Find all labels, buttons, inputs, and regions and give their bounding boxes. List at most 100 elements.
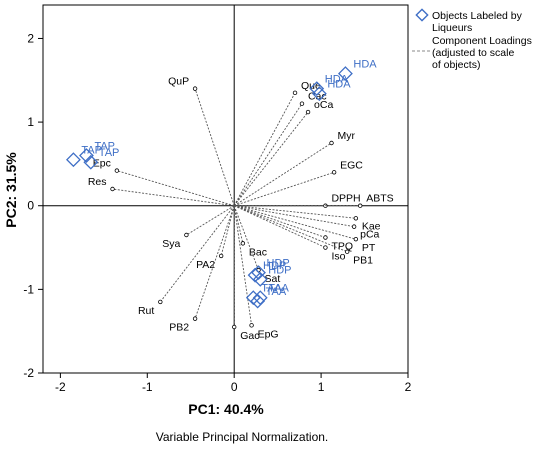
- object-marker-tap: [83, 154, 99, 170]
- loading-point-pa2: [218, 253, 224, 259]
- object-marker-hda: [309, 81, 325, 97]
- legend-loadings-label: Component Loadings (adjusted to scale of…: [432, 35, 535, 71]
- loading-vector-sat: [233, 205, 259, 271]
- loading-label-qup: QuP: [168, 76, 189, 88]
- object-marker-taa: [250, 293, 266, 309]
- loading-label-egc: EGC: [340, 159, 363, 171]
- loading-point-kae: [353, 216, 359, 221]
- loading-vector-oca: [233, 111, 309, 207]
- object-marker-hda: [311, 86, 327, 102]
- y-axis-title: PC2: 31.5%: [3, 152, 19, 228]
- loading-vector-sya: [186, 205, 235, 236]
- loading-point-pb1: [344, 249, 350, 254]
- loading-vector-epg: [233, 205, 253, 326]
- loading-vector-tpq: [234, 205, 326, 238]
- object-label-taa: TAA: [266, 286, 287, 298]
- loading-vector-pa2: [220, 205, 235, 257]
- loading-label-sat: Sat: [265, 273, 281, 285]
- object-label-hda: HDA: [353, 59, 377, 71]
- component-loadings: QuP QueCacoCaMyrEGCEpcResDPPHKaeABTSpCaTP…: [88, 76, 394, 342]
- object-marker-hdp: [251, 265, 266, 281]
- loading-vector-kae: [234, 205, 356, 219]
- y-tick-label: 0: [27, 199, 34, 213]
- object-marker-hdp: [247, 267, 263, 283]
- object-marker-taa: [245, 290, 261, 306]
- loading-label-iso: Iso: [331, 251, 345, 263]
- legend: Objects Labeled by Liqueurs Component Lo…: [412, 8, 535, 71]
- loading-vector-cac: [233, 103, 303, 206]
- x-axis-title: PC1: 40.4%: [188, 401, 264, 417]
- loading-label-oca: oCa: [314, 99, 333, 111]
- y-tick-label: -1: [23, 282, 34, 296]
- x-tick-label: -2: [55, 380, 66, 394]
- loading-vector-rut: [159, 205, 235, 303]
- loading-label-kae: Kae: [362, 220, 381, 232]
- loading-label-myr: Myr: [338, 130, 356, 142]
- loading-point-epg: [249, 323, 254, 328]
- loading-vector-qup: [194, 88, 235, 206]
- y-tick-label: -2: [23, 366, 34, 380]
- loading-vector-pb2: [194, 205, 235, 319]
- loading-point-pt: [353, 236, 359, 242]
- loading-label-pb2: PB2: [169, 322, 189, 334]
- caption: Variable Principal Normalization.: [156, 430, 329, 444]
- axis-ticks: -2 -1 0 1 2 -2 -1 0 1 2: [23, 31, 411, 394]
- loading-point-egc: [331, 170, 337, 175]
- loading-point-qup: [192, 86, 198, 91]
- object-label-hda: HDA: [325, 74, 349, 86]
- loading-vector-pt: [234, 205, 356, 240]
- loading-point-rut: [158, 299, 163, 305]
- x-tick-label: 1: [318, 380, 325, 394]
- loading-point-epc: [114, 168, 120, 173]
- loading-vector-egc: [234, 171, 335, 207]
- loading-point-oca: [305, 109, 311, 115]
- loading-label-epg: EpG: [258, 328, 279, 340]
- loading-vector-pb1: [234, 205, 348, 253]
- loading-label-rut: Rut: [138, 305, 154, 317]
- loading-vector-epc: [116, 170, 235, 207]
- object-label-hdp: HDP: [267, 258, 290, 270]
- object-marker-hdp: [252, 271, 268, 287]
- y-tick-label: 2: [27, 31, 34, 45]
- object-label-hdp: HDP: [263, 260, 286, 272]
- object-label-taa: TAA: [268, 283, 289, 295]
- loading-label-pca: pCa: [360, 229, 379, 241]
- loading-label-abts: ABTS: [366, 193, 393, 205]
- loading-point-res: [110, 186, 115, 192]
- object-label-hdp: HDP: [268, 264, 291, 276]
- object-marker-tap: [65, 152, 81, 168]
- object-marker-hda: [338, 66, 353, 82]
- loading-vector-iso: [234, 205, 326, 248]
- plot-frame: [42, 4, 409, 374]
- x-tick-label: 2: [405, 380, 412, 394]
- loading-point-que: [292, 90, 298, 96]
- loading-label-pb1: PB1: [353, 255, 373, 267]
- loading-vector-que: [233, 92, 296, 206]
- loading-point-pca: [351, 224, 357, 229]
- loading-label-sya: Sya: [162, 238, 180, 250]
- y-tick-label: 1: [27, 115, 34, 129]
- loading-point-sya: [184, 232, 189, 238]
- loading-label-gac: Gac: [240, 330, 259, 342]
- loading-point-myr: [329, 140, 334, 146]
- loading-vector-myr: [233, 142, 332, 207]
- object-label-hda: HDA: [327, 79, 351, 91]
- loading-point-cac: [299, 101, 305, 106]
- object-label-tap: TAP: [99, 147, 120, 159]
- loading-point-gac: [231, 324, 237, 330]
- loading-point-tpq: [323, 235, 328, 240]
- loading-vector-bac: [233, 205, 244, 244]
- loading-label-tpq: TPQ: [331, 241, 353, 253]
- loading-point-iso: [323, 245, 328, 250]
- loading-label-pt: PT: [362, 242, 376, 254]
- loading-point-abts: [358, 203, 363, 208]
- loading-point-bac: [240, 241, 246, 246]
- loading-vector-res: [112, 188, 235, 207]
- loading-label-pa2: PA2: [196, 259, 215, 271]
- legend-objects-label: Objects Labeled by Liqueurs: [432, 10, 525, 34]
- legend-object-marker-icon: [415, 8, 429, 22]
- loading-label-dpph: DPPH: [331, 193, 360, 205]
- object-label-tap: TAP: [81, 145, 102, 157]
